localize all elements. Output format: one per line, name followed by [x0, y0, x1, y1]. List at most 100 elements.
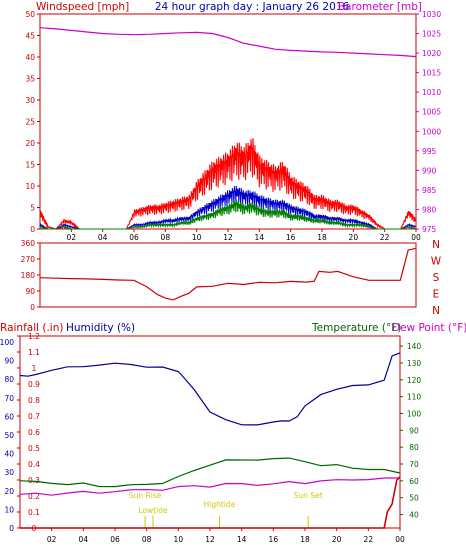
dewpoint-line	[19, 477, 400, 496]
rain-tick-label: 0.9	[28, 380, 40, 389]
wind-x-tick-label: 10	[192, 233, 202, 242]
wind-y-tick-label: 25	[25, 118, 35, 127]
sun-event-label: Sun Set	[294, 491, 323, 500]
rainfall-line	[20, 476, 401, 529]
rain-tick-label: 0.2	[28, 492, 40, 501]
wind-x-tick-label: 08	[161, 233, 171, 242]
bottom-x-tick-label: 06	[110, 535, 120, 544]
dir-y-tick-label: 270	[21, 255, 36, 264]
temp-tick-label: 70	[409, 460, 419, 469]
wind-x-tick-label: 06	[129, 233, 139, 242]
baro-y-tick-label: 1000	[422, 127, 441, 136]
wind-x-tick-label: 00	[411, 233, 421, 242]
rain-tick-label: 0.1	[28, 508, 40, 517]
rain-tick-label: 0.5	[28, 444, 40, 453]
bottom-x-tick-label: 18	[300, 535, 310, 544]
dir-y-tick-label: 0	[30, 303, 35, 312]
humidity-tick-label: 80	[4, 375, 14, 384]
baro-y-tick-label: 990	[422, 166, 437, 175]
barometer-axis-title: Barometer [mb]	[338, 1, 422, 13]
humidity-tick-label: 10	[4, 505, 14, 514]
bottom-x-tick-label: 14	[237, 535, 247, 544]
bottom-x-tick-label: 16	[269, 535, 279, 544]
wind-x-tick-label: 02	[67, 233, 77, 242]
bottom-x-tick-label: 02	[47, 535, 57, 544]
wind-direction-line	[39, 247, 417, 301]
wind-y-tick-label: 5	[30, 204, 35, 213]
dir-y-tick-label: 180	[21, 271, 36, 280]
temp-tick-label: 60	[409, 477, 419, 486]
temp-tick-label: 40	[409, 511, 419, 520]
rain-tick-label: 0.3	[28, 476, 40, 485]
humidity-tick-label: 70	[4, 394, 14, 403]
baro-y-tick-label: 1010	[422, 88, 441, 97]
baro-y-tick-label: 1005	[422, 108, 441, 117]
humidity-tick-label: 100	[0, 338, 14, 347]
dir-y-tick-label: 90	[25, 287, 35, 296]
rain-tick-label: 1	[32, 364, 37, 373]
baro-y-tick-label: 1025	[422, 30, 441, 39]
wind-y-tick-label: 30	[25, 96, 35, 105]
wind-y-tick-label: 50	[25, 10, 35, 19]
humidity-tick-label: 60	[4, 412, 14, 421]
bottom-x-tick-label: 04	[79, 535, 89, 544]
sun-event-label: Hightide	[204, 500, 236, 509]
humidity-tick-label: 0	[9, 524, 14, 533]
bottom-x-tick-label: 12	[205, 535, 215, 544]
wind-x-tick-label: 12	[223, 233, 233, 242]
wind-y-tick-label: 20	[25, 139, 35, 148]
bottom-x-tick-label: 08	[142, 535, 152, 544]
wind-y-tick-label: 45	[25, 32, 35, 41]
wind-x-tick-label: 22	[380, 233, 390, 242]
temperature-line	[19, 457, 401, 488]
temp-tick-label: 140	[407, 342, 422, 351]
wind-y-tick-label: 35	[25, 75, 35, 84]
wind-x-tick-label: 16	[286, 233, 296, 242]
compass-label: W	[431, 256, 442, 268]
dir-y-tick-label: 360	[21, 239, 36, 248]
bottom-x-tick-label: 22	[364, 535, 374, 544]
humidity-tick-label: 30	[4, 468, 14, 477]
temp-tick-label: 90	[409, 426, 419, 435]
baro-y-tick-label: 980	[422, 205, 437, 214]
bottom-x-tick-label: 00	[395, 535, 405, 544]
temp-tick-label: 50	[409, 494, 419, 503]
wind-y-tick-label: 0	[30, 225, 35, 234]
temp-tick-label: 120	[407, 376, 422, 385]
humidity-tick-label: 20	[4, 487, 14, 496]
temp-tick-label: 100	[407, 409, 422, 418]
temp-tick-label: 130	[407, 359, 422, 368]
rain-tick-label: 1.2	[28, 332, 40, 341]
wind-x-tick-label: 18	[317, 233, 327, 242]
baro-y-tick-label: 985	[422, 186, 437, 195]
rainfall-axis-title: Rainfall (.in)	[0, 322, 63, 334]
wind-gust_avg-line	[39, 199, 416, 230]
barometer-line	[39, 27, 417, 58]
wind-y-tick-label: 10	[25, 182, 35, 191]
humidity-line	[19, 352, 401, 426]
baro-y-tick-label: 995	[422, 147, 437, 156]
compass-label: E	[433, 289, 440, 301]
rain-tick-label: 0.8	[28, 396, 40, 405]
rain-tick-label: 0.4	[28, 460, 40, 469]
baro-y-tick-label: 975	[422, 225, 437, 234]
dewpoint-axis-title: Dew Point (°F)	[392, 322, 466, 334]
sun-event-label: Lowtide	[138, 506, 168, 515]
sun-event-label: Sun Rise	[129, 491, 162, 500]
compass-label: S	[433, 272, 440, 284]
rain-tick-label: 0.6	[28, 428, 40, 437]
humidity-tick-label: 90	[4, 357, 14, 366]
baro-y-tick-label: 1030	[422, 10, 441, 19]
bottom-x-tick-label: 10	[174, 535, 184, 544]
bottom-x-tick-label: 20	[332, 535, 342, 544]
windspeed-axis-title: Windspeed [mph]	[36, 1, 129, 13]
humidity-tick-label: 40	[4, 450, 14, 459]
rain-tick-label: 1.1	[28, 348, 40, 357]
baro-y-tick-label: 1020	[422, 49, 441, 58]
humidity-tick-label: 50	[4, 431, 14, 440]
wind-x-tick-label: 04	[98, 233, 108, 242]
humidity-axis-title: Humidity (%)	[66, 322, 135, 334]
rain-tick-label: 0.7	[28, 412, 40, 421]
